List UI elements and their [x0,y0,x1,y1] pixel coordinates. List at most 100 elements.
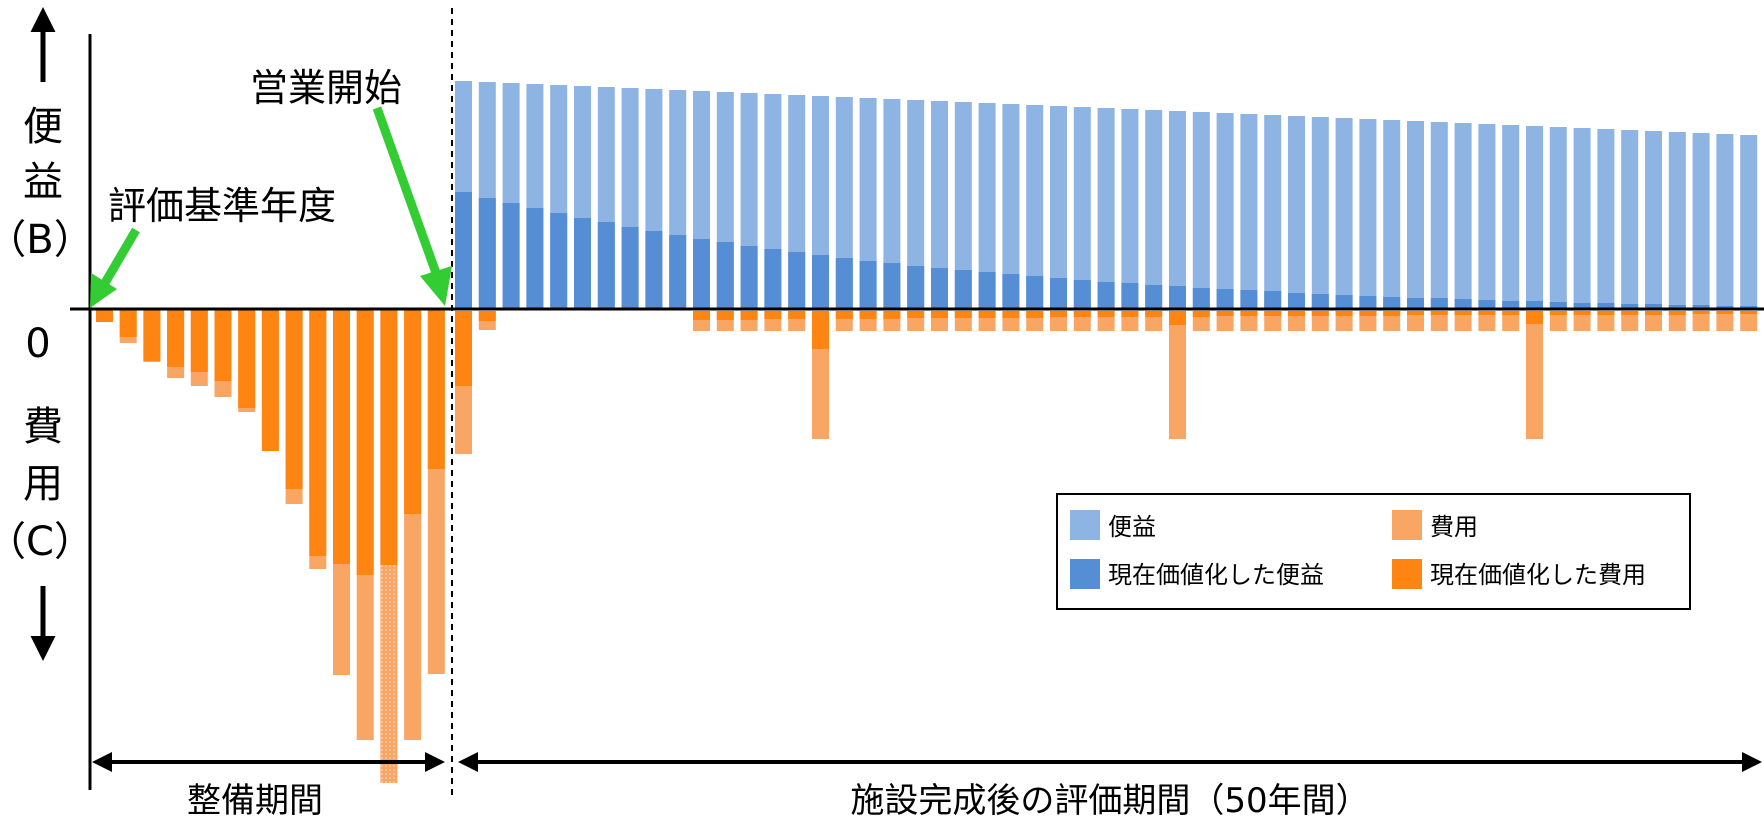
bar-pv-cost-construction [119,309,137,337]
bar-pv-cost-evaluation [835,311,853,319]
bar-pv-cost-evaluation [1050,311,1067,317]
bar-pv-benefit [1430,298,1448,309]
legend-label-pv-benefit: 現在価値化した便益 [1108,561,1324,589]
bar-pv-cost-evaluation [1097,311,1115,317]
bar-pv-benefit [478,198,496,309]
bar-pv-benefit [574,218,591,309]
bar-pv-benefit [740,246,758,309]
bar-benefit [978,103,996,309]
bar-benefit [1335,118,1353,309]
bar-pv-cost-evaluation [455,311,472,386]
bar-benefit [1311,117,1329,309]
bar-pv-cost-evaluation [978,311,996,318]
green-arrow-evaluation-base-year [90,227,140,308]
bar-pv-cost-construction [333,309,350,564]
legend-box [1056,493,1691,610]
bar-benefit [835,97,853,309]
bar-cost-evaluation [1740,311,1758,331]
bar-pv-cost-evaluation [1335,311,1353,316]
bar-benefit [1573,128,1591,309]
bar-pv-cost-evaluation [1002,311,1020,318]
bar-pv-cost-evaluation [788,311,806,319]
bar-pv-benefit [1192,288,1210,309]
bar-benefit [1740,135,1758,309]
bar-pv-cost-evaluation [1073,311,1091,317]
bar-benefit [1050,106,1067,309]
bar-pv-cost-evaluation [931,311,948,318]
y-label-zero: 0 [25,321,50,367]
bar-pv-benefit [1692,305,1710,309]
bar-benefit [1645,131,1662,309]
bar-pv-cost-evaluation [740,311,758,320]
bar-pv-benefit [859,261,877,309]
bar-cost-evaluation [1621,311,1639,331]
bar-pv-benefit [1549,302,1567,309]
bar-pv-cost-evaluation [1740,311,1758,314]
bar-pv-cost-construction [285,309,303,489]
bar-benefit [1073,107,1091,309]
bar-benefit [954,102,972,309]
bar-pv-benefit [1645,304,1662,309]
bar-pv-cost-construction [96,309,113,322]
bar-benefit [907,100,925,309]
bar-benefit [1097,108,1115,309]
bar-cost-evaluation [1502,311,1520,331]
bar-cost-evaluation [1407,311,1424,331]
bar-pv-benefit [1311,294,1329,309]
bar-benefit [1502,125,1520,309]
bar-pv-benefit [1026,276,1044,309]
bar-pv-cost-evaluation [1359,311,1377,316]
bar-pv-benefit [716,242,734,309]
bar-benefit [1288,116,1305,309]
bar-pv-benefit [1288,293,1305,309]
bar-pv-cost-construction [380,309,398,565]
bar-pv-benefit [883,263,901,309]
bar-cost-evaluation [1549,311,1567,331]
bar-pv-benefit [1668,305,1686,309]
y-label-benefit-symbol: （B） [0,217,94,263]
bar-pv-cost-evaluation [1621,311,1639,315]
bar-pv-benefit [669,235,687,309]
annotation-evaluation-base-year: 評価基準年度 [108,184,336,228]
bar-pv-cost-construction [214,309,232,381]
bar-pv-cost-construction [427,309,445,469]
bar-benefit [1716,134,1734,309]
legend-swatch-cost [1392,510,1422,540]
bar-pv-benefit [1264,291,1282,309]
bar-benefit [1526,126,1543,309]
bar-pv-benefit [954,270,972,309]
bar-pv-benefit [1383,297,1401,309]
bar-pv-cost-evaluation [1502,311,1520,315]
bar-pv-benefit [1121,283,1139,309]
y-label-benefit-char-2: 益 [23,159,63,205]
legend-swatch-pv-benefit [1070,559,1100,589]
bar-pv-benefit [645,231,663,309]
bar-pv-benefit [1169,286,1186,309]
bar-pv-cost-evaluation [883,311,901,319]
bar-pv-benefit [1335,295,1353,309]
annotation-operation-start: 営業開始 [250,66,402,110]
bar-pv-cost-evaluation [1145,311,1163,317]
bar-pv-benefit [526,208,544,309]
bar-pv-cost-construction [190,309,208,372]
bar-pv-benefit [621,227,639,309]
bar-pv-benefit [1216,289,1234,309]
bar-cost-evaluation [1169,311,1186,439]
bar-pv-cost-evaluation [693,311,710,320]
bar-pv-benefit [1454,299,1472,309]
bar-pv-benefit [1359,296,1377,309]
bar-benefit [883,99,901,309]
y-label-cost-char-1: 費 [23,404,63,450]
bar-pv-cost-evaluation [1121,311,1139,317]
legend-label-benefit: 便益 [1108,513,1156,541]
bar-pv-benefit [764,249,782,309]
bar-cost-evaluation [1430,311,1448,331]
bar-pv-cost-evaluation [1240,311,1258,316]
bar-pv-benefit [1002,274,1020,309]
bar-benefit [1121,109,1139,309]
bar-pv-benefit [1621,304,1639,309]
bar-pv-cost-evaluation [1645,311,1662,315]
bar-pv-benefit [1240,290,1258,309]
bar-pv-cost-construction [404,309,422,514]
